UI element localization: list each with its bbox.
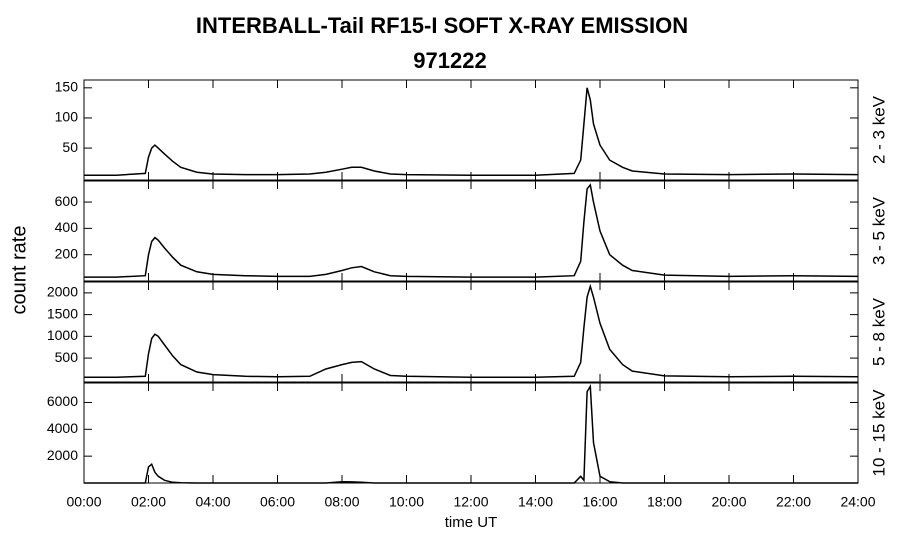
data-line <box>84 283 859 378</box>
panel-frame <box>83 180 859 282</box>
x-tick-label: 00:00 <box>66 494 101 510</box>
x-tick-label: 24:00 <box>840 494 875 510</box>
panel-label: 2 - 3 keV <box>869 95 888 164</box>
y-tick-label: 4000 <box>47 420 78 436</box>
y-tick-label: 1000 <box>47 327 78 343</box>
y-tick-label: 150 <box>55 79 79 95</box>
x-tick-label: 10:00 <box>389 494 424 510</box>
y-axis-label: count rate <box>8 226 30 315</box>
x-tick-label: 16:00 <box>582 494 617 510</box>
y-tick-label: 6000 <box>47 393 78 409</box>
x-tick-label: 08:00 <box>324 494 359 510</box>
x-tick-label: 14:00 <box>518 494 553 510</box>
panel-label: 3 - 5 keV <box>869 196 888 265</box>
y-tick-label: 200 <box>55 245 79 261</box>
panel-label: 5 - 8 keV <box>869 297 888 366</box>
panel-label: 10 - 15 keV <box>869 389 888 477</box>
x-axis-label: time UT <box>445 514 498 531</box>
y-tick-label: 600 <box>55 193 79 209</box>
x-tick-label: 18:00 <box>647 494 682 510</box>
x-tick-label: 22:00 <box>776 494 811 510</box>
panel-frame <box>83 382 859 484</box>
y-tick-label: 100 <box>55 109 79 125</box>
x-tick-label: 06:00 <box>260 494 295 510</box>
x-tick-label: 04:00 <box>195 494 230 510</box>
y-tick-label: 2000 <box>47 284 78 300</box>
data-line <box>84 183 859 278</box>
y-tick-label: 500 <box>55 349 79 365</box>
x-tick-label: 12:00 <box>453 494 488 510</box>
x-tick-label: 20:00 <box>711 494 746 510</box>
data-line <box>84 383 858 484</box>
x-tick-label: 02:00 <box>131 494 166 510</box>
y-tick-label: 1500 <box>47 305 78 321</box>
y-tick-label: 50 <box>62 139 78 155</box>
y-tick-label: 400 <box>55 219 79 235</box>
panel-frame <box>83 281 859 383</box>
panel-frame <box>83 79 859 181</box>
data-line <box>84 87 859 176</box>
chart-subtitle: 971222 <box>413 48 486 73</box>
y-tick-label: 2000 <box>47 447 78 463</box>
chart-title: INTERBALL-Tail RF15-I SOFT X-RAY EMISSIO… <box>196 13 688 38</box>
